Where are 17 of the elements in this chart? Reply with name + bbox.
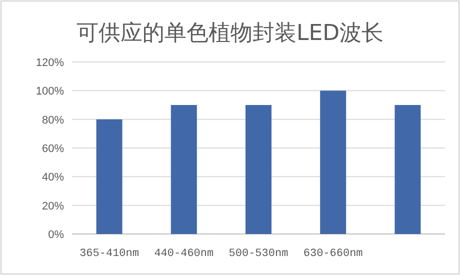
y-tick-label: 20% — [42, 200, 64, 212]
y-tick-label: 120% — [36, 57, 64, 69]
chart-title: 可供应的单色植物封装LED波长 — [76, 21, 384, 46]
bar — [170, 105, 197, 234]
x-tick-label: 500-530nm — [228, 248, 289, 260]
bar — [320, 90, 346, 234]
bar — [246, 105, 272, 234]
x-tick-label: 365-410nm — [80, 248, 140, 260]
y-tick-label: 80% — [42, 114, 64, 126]
y-tick-label: 60% — [42, 143, 64, 155]
y-tick-label: 0% — [48, 229, 64, 241]
y-tick-label: 40% — [42, 172, 64, 184]
x-tick-label: 440-460nm — [154, 248, 214, 260]
x-tick-label: 630-660nm — [303, 248, 364, 260]
bar — [96, 119, 122, 234]
bar — [394, 105, 421, 234]
y-tick-label: 100% — [36, 86, 64, 98]
